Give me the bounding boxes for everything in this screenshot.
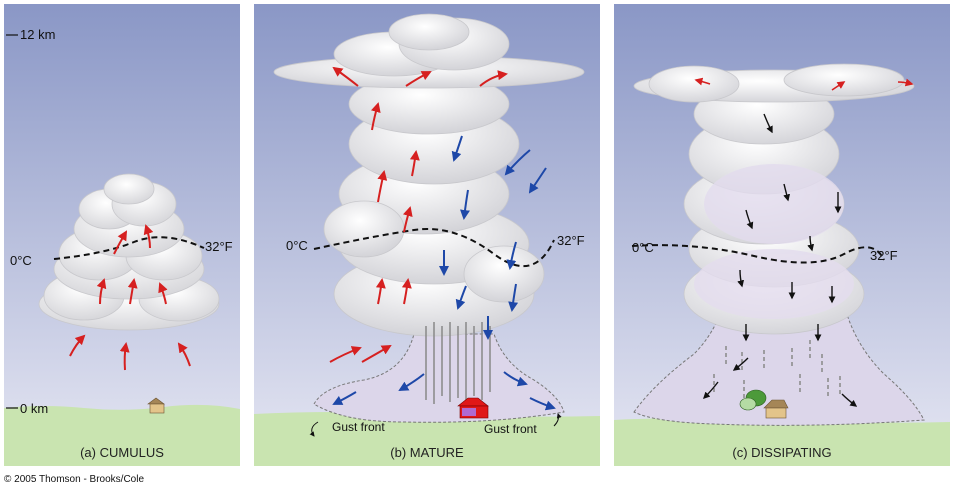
label-0km: 0 km <box>20 401 49 416</box>
caption-dissipating: (c) DISSIPATING <box>732 445 832 460</box>
downdraft-arrows <box>332 135 556 411</box>
purple-core <box>694 164 854 319</box>
rain-streaks <box>425 322 491 404</box>
copyright-notice: © 2005 Thomson - Brooks/Cole <box>4 474 145 485</box>
sinking-arrows <box>703 113 858 407</box>
gust-pointer-left <box>309 421 319 437</box>
gust-front-label-right: Gust front <box>484 422 537 436</box>
caption-cumulus: (a) CUMULUS <box>80 445 164 460</box>
label-0c-b: 0°C <box>286 238 308 253</box>
freezing-line <box>313 228 555 268</box>
dissipating-diagram <box>614 4 950 466</box>
panel-mature: 0°C 32°F Gust front Gust front (b) MATUR… <box>254 4 600 466</box>
ground <box>4 404 240 466</box>
mature-diagram <box>254 4 600 466</box>
freezing-line <box>53 236 205 260</box>
rain-dashes <box>713 340 841 398</box>
label-32f-c: 32°F <box>870 248 898 263</box>
gust-pointer-right <box>553 413 562 427</box>
caption-mature: (b) MATURE <box>390 445 464 460</box>
tree-icon <box>739 389 767 411</box>
house-icon <box>763 399 789 419</box>
updraft-arrows <box>329 66 508 363</box>
label-0c-c: 0°C <box>632 240 654 255</box>
label-0c-a: 0°C <box>10 253 32 268</box>
barn-icon <box>457 397 489 419</box>
outflow-region <box>313 333 565 423</box>
gust-front-label-left: Gust front <box>332 420 385 434</box>
cumulus-diagram <box>4 4 240 466</box>
ground <box>614 418 950 466</box>
ground <box>254 412 600 466</box>
panel-dissipating: 0°C 32°F (c) DISSIPATING <box>614 4 950 466</box>
label-32f-a: 32°F <box>205 239 233 254</box>
freezing-line <box>631 244 885 264</box>
panel-cumulus: 12 km 0 km 0°C 32°F (a) CUMULUS <box>4 4 240 466</box>
house-icon <box>147 397 165 414</box>
label-32f-b: 32°F <box>557 233 585 248</box>
updraft-arrows <box>69 224 191 371</box>
outflow-red-arrows <box>694 77 914 91</box>
label-12km: 12 km <box>20 27 56 42</box>
